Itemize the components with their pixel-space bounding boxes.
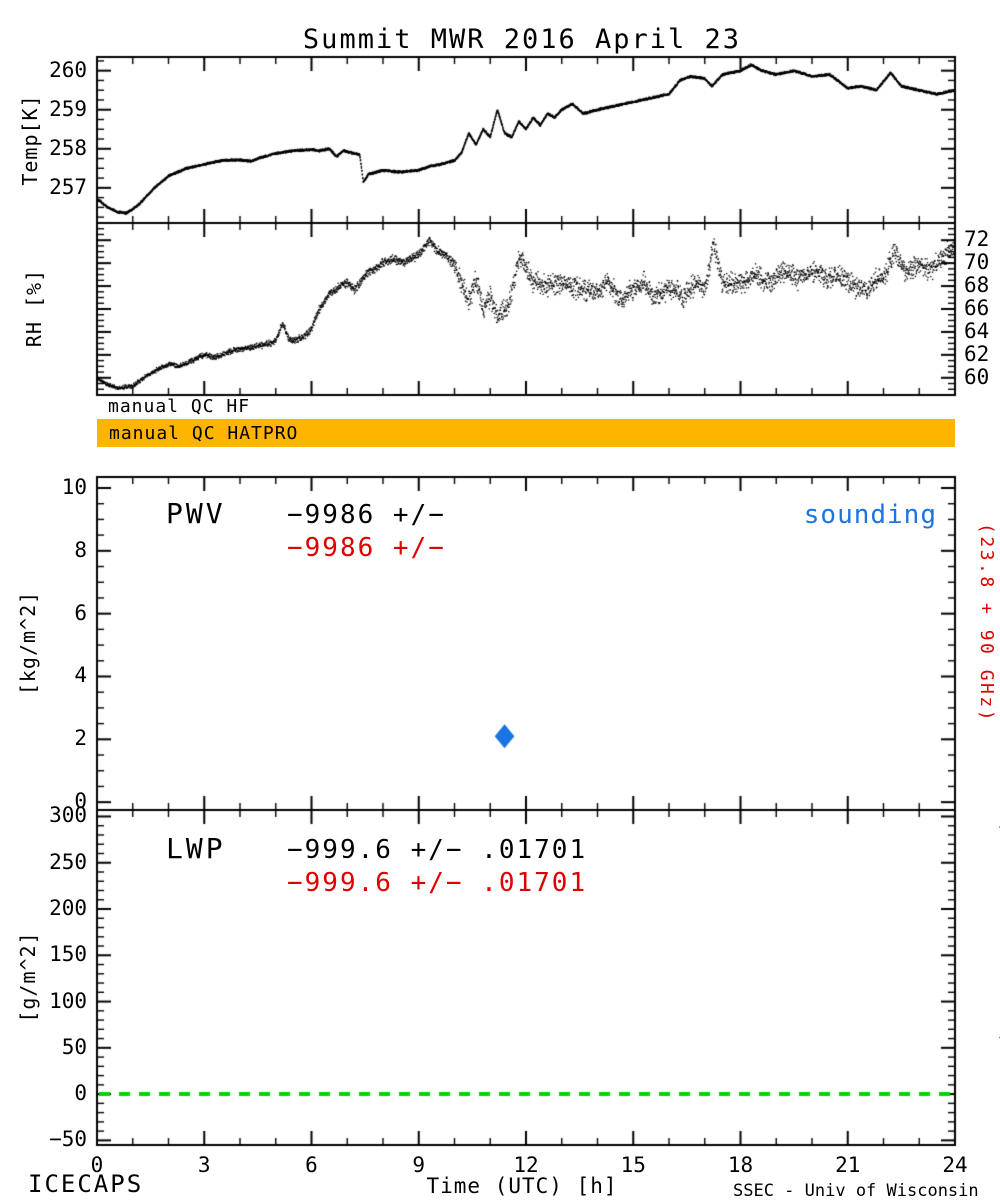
tick-label: 18 xyxy=(727,1153,754,1177)
lwp-label: LWP xyxy=(166,832,226,865)
tick-label: 50 xyxy=(61,1034,87,1059)
manual-qc-hatpro-bar: manual QC HATPRO xyxy=(97,419,955,447)
tick-label: 150 xyxy=(49,942,87,967)
lwp-stat-black: −999.6 +/− .01701 xyxy=(287,835,588,865)
pwv-axis-label: [kg/m^2] xyxy=(16,590,40,696)
tick-label: 3 xyxy=(197,1153,211,1177)
lwp-stat-red: −999.6 +/− .01701 xyxy=(287,868,588,898)
side-label-red: (23.8 + 90 GHz) xyxy=(976,523,997,724)
tick-label: 8 xyxy=(74,537,87,562)
tick-label: 300 xyxy=(49,803,87,828)
tick-label: 66 xyxy=(964,296,990,321)
tick-label: −50 xyxy=(49,1127,87,1152)
tick-label: 6 xyxy=(305,1153,318,1177)
tick-label: 72 xyxy=(964,227,990,252)
tick-label: 6 xyxy=(74,600,87,625)
tick-label: 200 xyxy=(49,896,87,921)
tick-label: 0 xyxy=(74,1081,87,1106)
tick-label: 2 xyxy=(74,726,87,751)
tick-label: 4 xyxy=(74,663,87,688)
manual-qc-hatpro-label: manual QC HATPRO xyxy=(109,422,299,444)
rh-axis-label: RH [%] xyxy=(22,268,46,348)
lwp-axis-label: [g/m^2] xyxy=(16,931,40,1023)
manual-qc-hf-label: manual QC HF xyxy=(108,396,251,417)
tick-label: 250 xyxy=(49,849,87,874)
tick-label: 12 xyxy=(513,1153,539,1177)
tick-label: 62 xyxy=(964,341,990,366)
chart-title: Summit MWR 2016 April 23 xyxy=(302,24,742,55)
right-side-annotation: statistical retrievals (23.8 + 31.4 GHz)… xyxy=(955,460,1000,1047)
tick-label: 10 xyxy=(61,475,87,500)
tick-label: 0 xyxy=(74,789,87,814)
pwv-stat-red: −9986 +/− xyxy=(287,533,446,563)
tick-label: 15 xyxy=(620,1153,646,1177)
icecaps-brand: ICECAPS xyxy=(28,1170,144,1198)
sounding-legend: sounding xyxy=(803,500,937,530)
tick-label: 60 xyxy=(964,364,990,389)
tick-label: 100 xyxy=(49,988,87,1013)
side-label-black: statistical retrievals (23.8 + 31.4 GHz) xyxy=(997,513,1000,1047)
tick-label: 68 xyxy=(964,273,990,298)
tick-label: 259 xyxy=(49,96,87,121)
tick-label: 9 xyxy=(412,1153,426,1177)
tick-label: 64 xyxy=(964,318,990,343)
pwv-label: PWV xyxy=(166,497,226,530)
temp-axis-label: Temp[K] xyxy=(18,94,42,186)
tick-label: 258 xyxy=(49,135,87,160)
tick-label: 70 xyxy=(964,250,990,275)
tick-label: 21 xyxy=(835,1153,861,1177)
tick-label: 257 xyxy=(49,174,87,199)
tick-label: 0 xyxy=(90,1153,104,1177)
tick-label: 24 xyxy=(942,1153,968,1177)
x-axis-title: Time (UTC) [h] xyxy=(426,1174,618,1198)
tick-label: 260 xyxy=(49,57,87,82)
ssec-credit: SSEC - Univ of Wisconsin xyxy=(733,1181,979,1200)
pwv-stat-black: −9986 +/− xyxy=(287,500,446,530)
